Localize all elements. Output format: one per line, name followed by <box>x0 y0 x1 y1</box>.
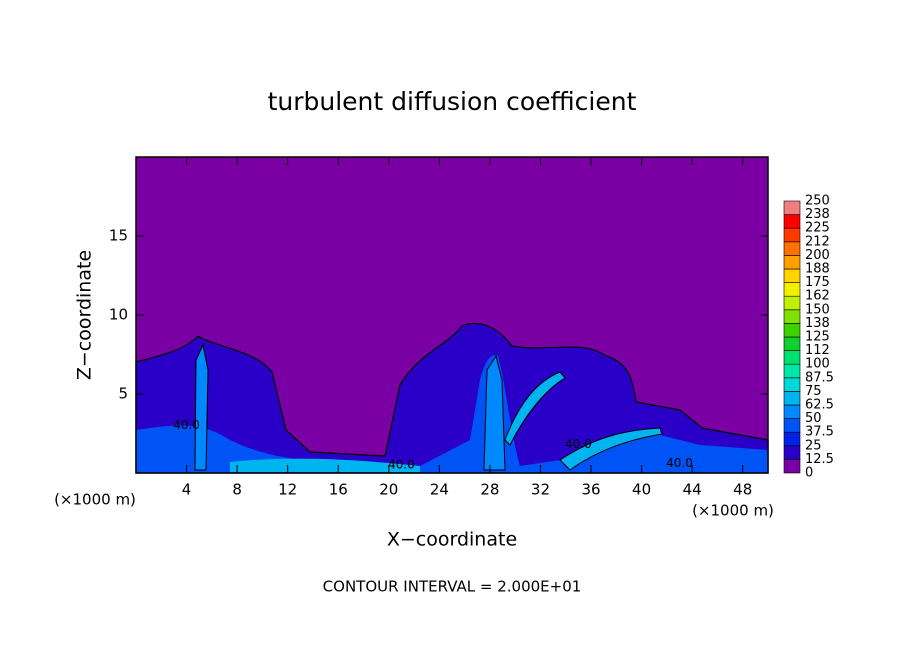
colorbar-swatch <box>783 377 801 392</box>
colorbar-swatch <box>783 350 801 365</box>
plume <box>230 458 420 472</box>
x-tick-label: 44 <box>683 481 702 499</box>
contour-label: 40.0 <box>173 418 200 432</box>
x-tick-label: 28 <box>480 481 499 499</box>
x-tick-label: 36 <box>581 481 600 499</box>
colorbar-swatch <box>783 404 801 419</box>
colorbar-swatch <box>783 391 801 406</box>
colorbar-label: 175 <box>805 275 830 290</box>
colorbar-label: 37.5 <box>805 425 834 440</box>
colorbar-swatch <box>783 323 801 338</box>
colorbar-label: 212 <box>805 234 830 249</box>
colorbar-label: 225 <box>805 221 830 236</box>
colorbar-label: 138 <box>805 316 830 331</box>
plume <box>504 371 566 446</box>
colorbar-swatch <box>783 309 801 324</box>
colorbar-label: 62.5 <box>805 398 834 413</box>
y-tick-label: 10 <box>109 306 128 324</box>
colorbar-swatch <box>783 295 801 311</box>
colorbar-swatch <box>783 431 801 447</box>
plume <box>194 343 209 471</box>
colorbar-label: 150 <box>805 302 830 317</box>
colorbar-label: 25 <box>805 438 822 453</box>
plume <box>559 427 663 471</box>
plume <box>483 354 506 471</box>
x-axis-title: X−coordinate <box>387 529 517 551</box>
colorbar-swatch <box>783 459 801 474</box>
colorbar-swatch <box>783 282 801 297</box>
colorbar-label: 0 <box>805 466 813 481</box>
y-tick-label: 15 <box>109 227 128 245</box>
y-unit: (×1000 m) <box>54 491 136 509</box>
colorbar-swatch <box>783 214 801 229</box>
colorbar-swatch <box>783 241 801 256</box>
colorbar-label: 112 <box>805 343 830 358</box>
colorbar-label: 238 <box>805 207 830 222</box>
colorbar-swatch <box>783 255 801 270</box>
x-tick-label: 12 <box>278 481 297 499</box>
colorbar-label: 75 <box>805 384 822 399</box>
colorbar-label: 188 <box>805 262 830 277</box>
colorbar-label: 162 <box>805 289 830 304</box>
contour-label: 40.0 <box>565 437 592 451</box>
x-tick-label: 8 <box>232 481 242 499</box>
colorbar-label: 200 <box>805 248 830 263</box>
colorbar-label: 250 <box>805 194 830 209</box>
x-tick-label: 20 <box>379 481 398 499</box>
colorbar-label: 12.5 <box>805 452 834 467</box>
colorbar-label: 100 <box>805 357 830 372</box>
colorbar-swatch <box>783 418 801 433</box>
x-tick-label: 16 <box>329 481 348 499</box>
y-tick-label: 5 <box>118 385 128 403</box>
contour-label: 40.0 <box>666 456 693 470</box>
chart-title: turbulent diffusion coefficient <box>268 87 637 116</box>
field <box>135 322 769 474</box>
x-tick-label: 32 <box>531 481 550 499</box>
colorbar-swatch <box>783 445 801 460</box>
y-axis-title: Z−coordinate <box>74 250 96 380</box>
x-tick-label: 24 <box>430 481 449 499</box>
colorbar-label: 125 <box>805 330 830 345</box>
colorbar-swatch <box>783 268 801 283</box>
colorbar-swatch <box>783 363 801 379</box>
x-tick-label: 48 <box>733 481 752 499</box>
x-tick-label: 40 <box>632 481 651 499</box>
colorbar-label: 50 <box>805 411 822 426</box>
colorbar-label: 87.5 <box>805 370 834 385</box>
colorbar-swatch <box>783 336 801 351</box>
x-tick-label: 4 <box>182 481 192 499</box>
x-unit: (×1000 m) <box>692 502 774 520</box>
colorbar-swatch <box>783 227 801 243</box>
footer: CONTOUR INTERVAL = 2.000E+01 <box>323 578 582 596</box>
contour-label: 40.0 <box>388 458 415 472</box>
colorbar-swatch <box>783 200 801 215</box>
